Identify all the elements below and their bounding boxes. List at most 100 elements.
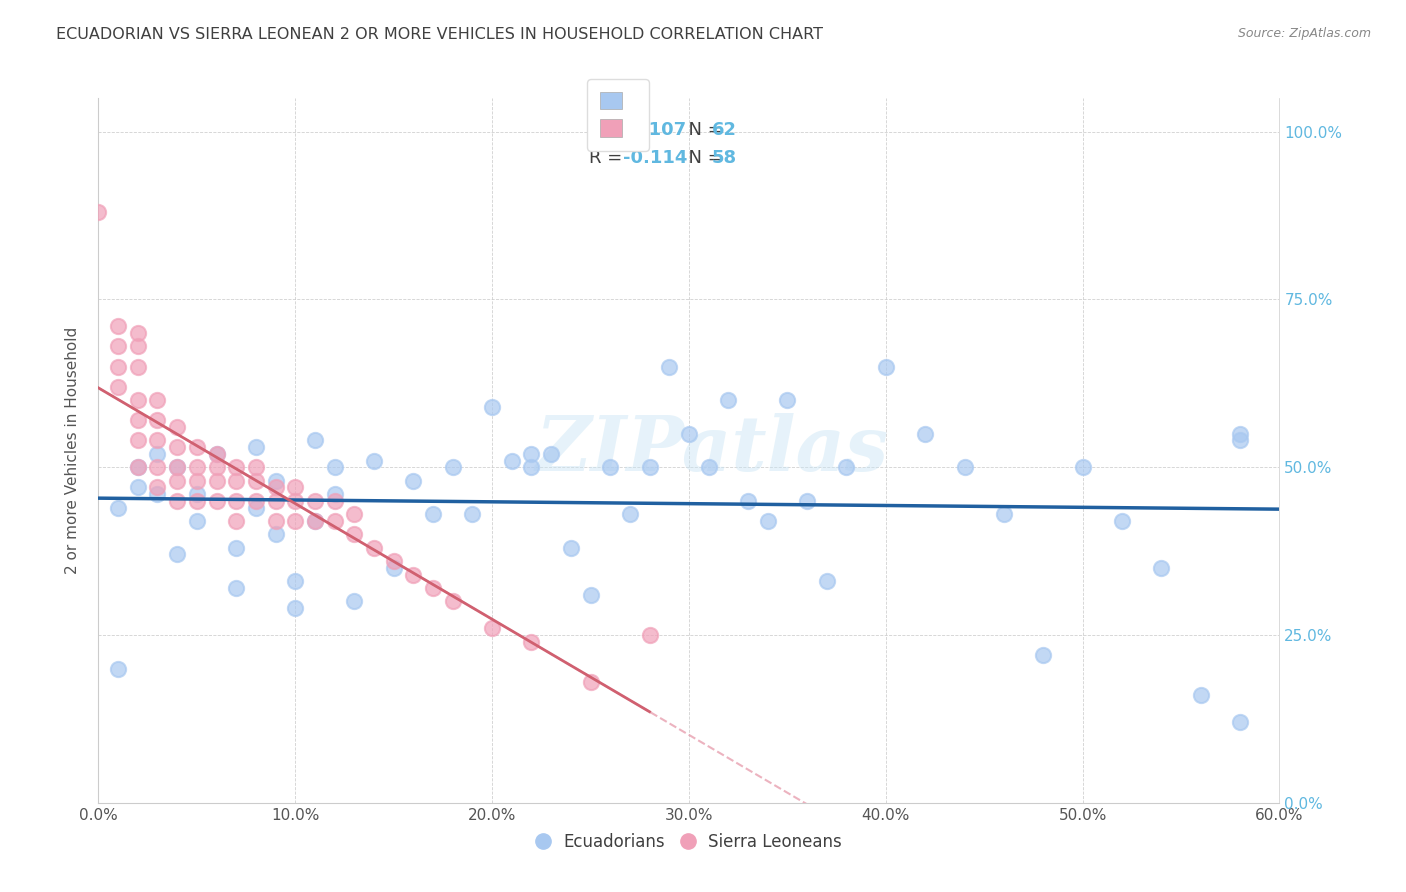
Point (186, 514, 208, 528)
Point (284, 574, 307, 589)
Point (776, 393, 799, 408)
Point (146, 460, 169, 475)
Point (737, 493, 759, 508)
Point (815, 574, 838, 589)
Point (284, 514, 307, 528)
Point (107, 380, 129, 394)
Point (127, 460, 149, 475)
Point (245, 493, 267, 508)
Point (87, 205, 110, 219)
Point (481, 621, 503, 635)
Point (127, 393, 149, 408)
Point (146, 393, 169, 408)
Point (245, 500, 267, 515)
Point (520, 634, 543, 648)
Point (205, 493, 228, 508)
Text: ECUADORIAN VS SIERRA LEONEAN 2 OR MORE VEHICLES IN HOUSEHOLD CORRELATION CHART: ECUADORIAN VS SIERRA LEONEAN 2 OR MORE V… (56, 27, 824, 42)
Point (599, 460, 621, 475)
Point (225, 581, 247, 595)
Point (619, 507, 641, 521)
Point (127, 460, 149, 475)
Point (146, 487, 169, 501)
Point (166, 493, 188, 508)
Point (382, 554, 405, 568)
Point (1111, 514, 1133, 528)
Point (914, 426, 936, 441)
Point (323, 460, 346, 475)
Text: -0.114: -0.114 (623, 149, 688, 167)
Point (146, 413, 169, 427)
Point (796, 493, 818, 508)
Point (127, 434, 149, 448)
Point (225, 460, 247, 475)
Text: N =: N = (678, 149, 728, 167)
Point (107, 319, 129, 334)
Point (697, 460, 720, 475)
Point (225, 493, 247, 508)
Point (461, 507, 484, 521)
Point (146, 447, 169, 461)
Point (304, 514, 326, 528)
Point (284, 601, 307, 615)
Point (107, 339, 129, 353)
Point (264, 480, 287, 494)
Text: Source: ZipAtlas.com: Source: ZipAtlas.com (1237, 27, 1371, 40)
Point (245, 460, 267, 475)
Point (166, 440, 188, 454)
Text: 0.107: 0.107 (623, 120, 686, 139)
Point (264, 474, 287, 488)
Point (107, 500, 129, 515)
Point (422, 581, 444, 595)
Point (1229, 434, 1251, 448)
Point (875, 359, 897, 374)
Point (264, 527, 287, 541)
Point (1032, 648, 1054, 662)
Point (1189, 689, 1212, 703)
Point (127, 480, 149, 494)
Text: 58: 58 (711, 149, 737, 167)
Point (127, 339, 149, 353)
Point (343, 507, 366, 521)
Point (107, 359, 129, 374)
Point (205, 447, 228, 461)
Point (441, 594, 464, 608)
Point (166, 460, 188, 475)
Point (186, 493, 208, 508)
Point (422, 507, 444, 521)
Point (166, 460, 188, 475)
Point (127, 326, 149, 340)
Point (284, 480, 307, 494)
Point (756, 514, 779, 528)
Point (678, 426, 700, 441)
Point (166, 474, 188, 488)
Point (245, 440, 267, 454)
Point (186, 440, 208, 454)
Point (953, 460, 976, 475)
Point (363, 541, 385, 555)
Point (166, 548, 188, 562)
Point (205, 460, 228, 475)
Point (186, 474, 208, 488)
Point (245, 474, 267, 488)
Point (146, 434, 169, 448)
Point (225, 474, 247, 488)
Point (225, 541, 247, 555)
Point (540, 447, 562, 461)
Point (520, 447, 543, 461)
Text: 62: 62 (711, 120, 737, 139)
Point (579, 588, 602, 602)
Point (264, 514, 287, 528)
Point (402, 567, 425, 582)
Text: R =: R = (589, 149, 627, 167)
Point (481, 400, 503, 414)
Text: R =: R = (589, 120, 627, 139)
Point (323, 487, 346, 501)
Point (225, 514, 247, 528)
Text: N =: N = (678, 120, 728, 139)
Point (146, 480, 169, 494)
Point (186, 487, 208, 501)
Point (1150, 561, 1173, 575)
Point (835, 460, 858, 475)
Point (343, 594, 366, 608)
Point (717, 393, 740, 408)
